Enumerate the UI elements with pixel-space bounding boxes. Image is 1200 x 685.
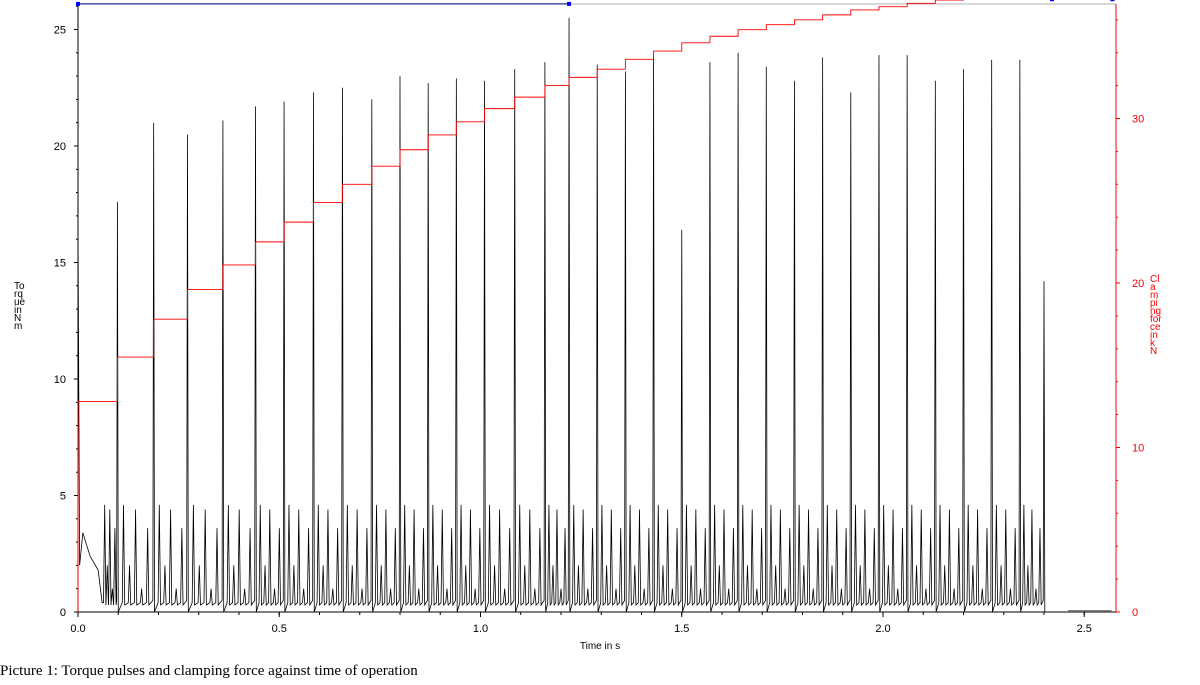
x-tick-label: 0.5 [272,623,287,635]
x-tick-label: 2.5 [1077,623,1092,635]
y-left-tick-label: 5 [60,491,66,503]
y-right-tick-label: 20 [1132,278,1144,290]
marker-point [1050,0,1055,2]
y-left-tick-label: 25 [54,25,66,37]
y-right-tick-label: 10 [1132,443,1144,455]
y-left-tick-label: 0 [60,607,66,619]
y-left-tick-label: 20 [54,141,66,153]
x-tick-label: 1.5 [674,623,689,635]
x-tick-label: 2.0 [875,623,890,635]
marker-point [1110,0,1115,2]
y-left-tick-label: 10 [54,374,66,386]
y-axis-right-label: Clamping force in kN [1150,274,1162,357]
marker-point [567,1,572,6]
y-left-tick-label: 15 [54,258,66,270]
x-ticks: 0.0 0.5 1.0 1.5 2.0 2.5 [70,612,1092,635]
clamping-force-series [77,0,964,612]
figure-caption: Picture 1: Torque pulses and clamping fo… [0,663,418,679]
marker-series [76,0,1115,6]
y-axis-left-label: Torque in Nm [14,281,26,332]
y-right-tick-label: 0 [1132,607,1138,619]
torque-series [77,17,1112,613]
chart-canvas: 0 5 10 15 20 25 0 10 20 30 0.0 0.5 1.0 1.5 2.0 2.5 [54,0,1144,635]
marker-point [76,1,80,6]
x-tick-label: 1.0 [473,623,488,635]
torque-line [77,17,1049,613]
y-right-tick-label: 30 [1132,114,1144,126]
y-ticks-right: 0 10 20 30 [1116,19,1144,619]
clamping-force-line [77,0,964,612]
x-axis-label: Time in s [579,641,621,652]
x-tick-label: 0.0 [70,623,85,635]
y-ticks-left: 0 5 10 15 20 25 [54,5,78,619]
